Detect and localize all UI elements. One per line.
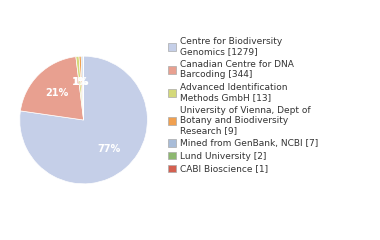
Text: 1%: 1%	[73, 77, 90, 87]
Text: 1%: 1%	[72, 77, 88, 87]
Text: 21%: 21%	[45, 88, 68, 98]
Text: 77%: 77%	[97, 144, 120, 154]
Wedge shape	[21, 57, 84, 120]
Wedge shape	[20, 56, 147, 184]
Legend: Centre for Biodiversity
Genomics [1279], Canadian Centre for DNA
Barcoding [344]: Centre for Biodiversity Genomics [1279],…	[168, 37, 318, 174]
Wedge shape	[76, 56, 84, 120]
Wedge shape	[79, 56, 84, 120]
Wedge shape	[81, 56, 84, 120]
Wedge shape	[83, 56, 84, 120]
